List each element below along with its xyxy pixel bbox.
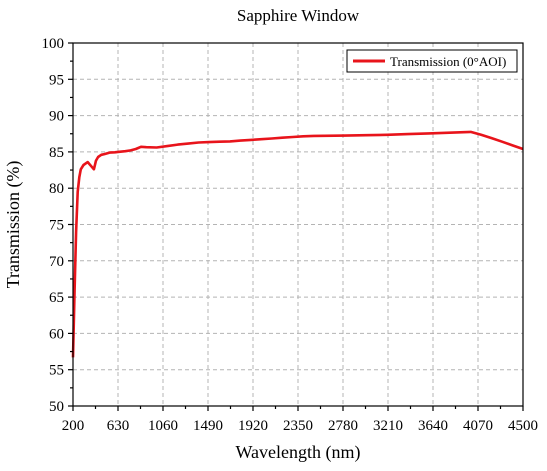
chart-title: Sapphire Window — [237, 6, 360, 25]
y-tick-label: 85 — [49, 145, 64, 161]
x-tick-label: 1920 — [238, 418, 268, 434]
y-tick-label: 75 — [49, 218, 64, 234]
y-tick-label: 50 — [49, 399, 64, 415]
axis-ticks — [68, 42, 524, 411]
series-layer — [71, 130, 524, 358]
x-tick-label: 630 — [107, 418, 130, 434]
legend-label: Transmission (0°AOI) — [390, 54, 506, 69]
x-axis-label: Wavelength (nm) — [235, 442, 360, 463]
y-tick-label: 95 — [49, 72, 64, 88]
x-tick-label: 1490 — [193, 418, 223, 434]
x-tick-label: 1060 — [148, 418, 178, 434]
y-tick-label: 70 — [49, 254, 64, 270]
x-tick-label: 200 — [62, 418, 85, 434]
series-line — [71, 130, 524, 358]
y-tick-label: 60 — [49, 326, 64, 342]
x-tick-label: 4500 — [508, 418, 538, 434]
x-tick-label: 2350 — [283, 418, 313, 434]
y-tick-label: 55 — [49, 363, 64, 379]
y-tick-labels: 50 55 60 65 70 75 80 85 90 95 100 — [42, 36, 65, 415]
legend: Transmission (0°AOI) — [346, 49, 518, 73]
x-tick-label: 3640 — [418, 418, 448, 434]
x-tick-label: 3210 — [373, 418, 403, 434]
y-tick-label: 65 — [49, 290, 64, 306]
x-tick-labels: 200 630 1060 1490 1920 2350 2780 3210 3640 4070 45… — [62, 418, 538, 434]
y-tick-label: 100 — [42, 36, 65, 52]
legend-box — [346, 49, 518, 73]
x-tick-label: 4070 — [463, 418, 493, 434]
y-tick-label: 80 — [49, 181, 64, 197]
y-axis-label: Transmission (%) — [3, 161, 24, 289]
y-tick-label: 90 — [49, 109, 64, 125]
grid — [73, 43, 523, 406]
x-tick-label: 2780 — [328, 418, 358, 434]
